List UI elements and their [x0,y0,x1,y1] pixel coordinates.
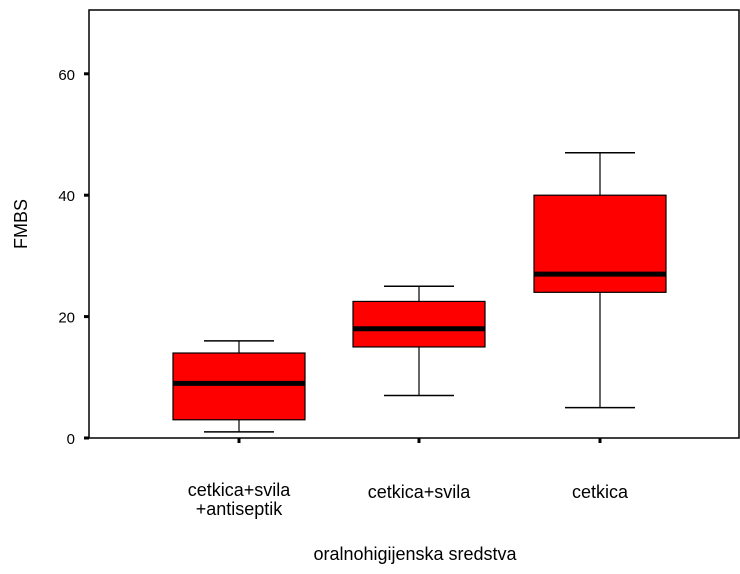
box-group [352,285,486,397]
y-tick-label: 0 [67,431,75,448]
box-iqr [533,194,667,293]
box-group [172,340,306,433]
x-category-label: cetkica+svila [188,480,292,500]
box-series [172,151,667,433]
y-tick-label: 40 [58,188,75,205]
x-category-label: cetkica [572,482,629,502]
y-tick-label: 20 [58,310,75,327]
y-axis: 0 20 40 60 [58,67,89,448]
y-axis-title: FMBS [11,199,31,249]
box-iqr [172,352,306,421]
y-tick-label: 60 [58,67,75,84]
x-category-label: +antiseptik [196,499,284,519]
x-category-label: cetkica+svila [368,482,472,502]
box-iqr [352,300,486,348]
x-axis-title: oralnohigijenska sredstva [313,544,517,564]
box-group [533,151,667,409]
